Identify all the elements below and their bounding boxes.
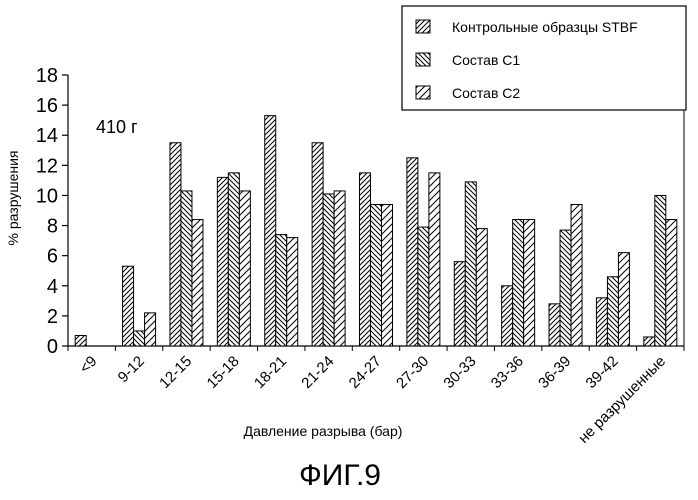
x-tick-label: 24-27 [346,353,385,392]
x-tick-label: 15-18 [204,353,243,392]
x-tick-label: 39-42 [583,353,622,392]
y-tick-label: 0 [47,336,58,358]
bar-s1-5 [312,143,323,346]
legend-label-control: Контрольные образцы STBF [452,19,638,35]
bar-s3-8 [476,229,487,346]
bar-s1-1 [123,266,134,346]
bar-s3-3 [239,191,250,346]
bar-s2-9 [513,220,524,346]
bar-s1-12 [644,337,655,346]
x-tick-label: 9-12 [115,353,148,386]
bar-s2-4 [276,235,287,346]
bar-s3-9 [524,220,535,346]
bar-s2-7 [418,227,429,346]
bar-s3-5 [334,191,345,346]
x-tick-label: 21-24 [298,353,337,392]
bar-s1-4 [265,116,276,346]
y-tick-label: 18 [36,65,58,87]
figure-caption: ФИГ.9 [299,459,381,492]
y-ticks: 0 2 4 6 8 10 12 14 16 18 [36,65,68,358]
x-ticks [68,346,684,351]
y-tick-label: 16 [36,95,58,117]
x-tick-label: 27-30 [393,353,432,392]
bar-s2-3 [228,173,239,346]
bar-s3-6 [382,204,393,346]
bar-s3-12 [666,220,677,346]
y-tick-label: 14 [36,125,58,147]
bar-s1-8 [454,262,465,346]
y-tick-label: 8 [47,216,58,238]
weight-annotation: 410 г [96,117,138,137]
bar-s2-8 [465,182,476,346]
y-tick-label: 4 [47,276,58,298]
legend-label-c1: Состав C1 [452,52,520,68]
bar-s1-11 [596,298,607,346]
bar-s3-2 [192,220,203,346]
x-tick-label: 33-36 [488,353,527,392]
x-tick-label: 30-33 [440,353,479,392]
x-axis-label: Давление разрыва (бар) [244,423,403,439]
x-tick-label: 18-21 [251,353,290,392]
x-tick-label: не разрушенные [575,353,669,447]
y-tick-label: 6 [47,246,58,268]
legend-swatch-control [416,20,430,33]
bar-s1-10 [549,304,560,346]
legend-swatch-c2 [416,86,430,99]
y-tick-label: 2 [47,306,58,328]
legend: Контрольные образцы STBF Состав C1 Соста… [402,6,686,110]
y-tick-label: 12 [36,155,58,177]
y-axis-label: % разрушения [5,151,21,246]
bar-s3-10 [571,204,582,346]
x-tick-label: 36-39 [535,353,574,392]
legend-label-c2: Состав C2 [452,85,520,101]
bar-s3-4 [287,238,298,346]
bar-s2-11 [607,277,618,346]
bar-s1-6 [360,173,371,346]
bar-s2-2 [181,191,192,346]
bar-s3-7 [429,173,440,346]
bar-s2-6 [371,204,382,346]
bar-s1-3 [217,177,228,346]
bar-s3-1 [145,313,156,346]
bar-s1-9 [502,286,513,346]
bar-s1-2 [170,143,181,346]
bars-group [75,116,677,346]
x-tick-label: 12-15 [156,353,195,392]
x-tick-label: <9 [76,353,100,377]
bar-s2-12 [655,195,666,346]
bar-s3-11 [618,253,629,346]
bar-s2-10 [560,230,571,346]
y-tick-label: 10 [36,185,58,207]
bar-s2-5 [323,194,334,346]
bar-s1-0 [75,335,86,346]
bar-s2-1 [134,331,145,346]
legend-swatch-c1 [416,53,430,66]
bar-s1-7 [407,158,418,346]
